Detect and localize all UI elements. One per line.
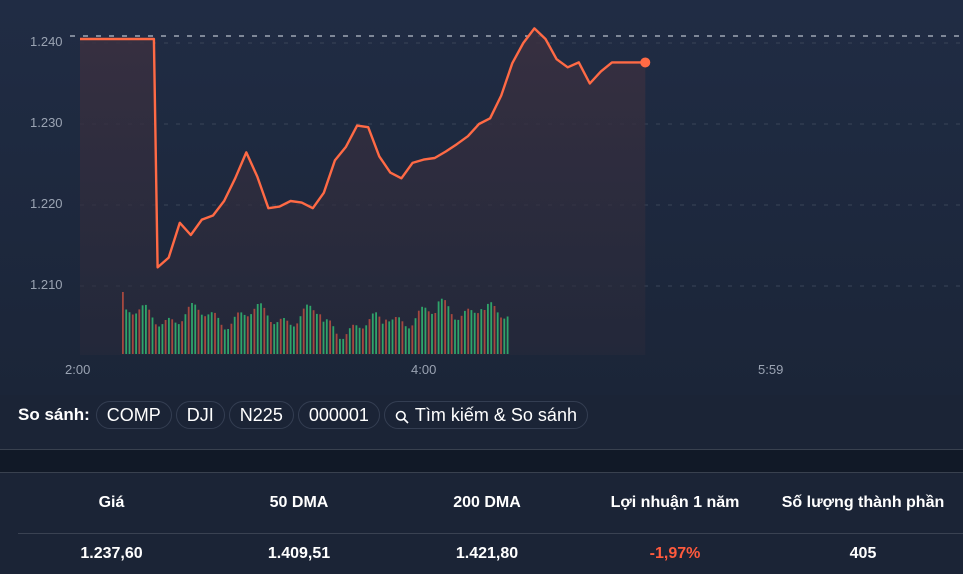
- y-tick-1240: 1.240: [30, 34, 63, 49]
- header-price: Giá: [98, 493, 125, 511]
- compare-label: So sánh:: [18, 405, 90, 424]
- header-1y-return: Lợi nhuận 1 năm: [610, 493, 740, 511]
- header-50dma: 50 DMA: [269, 493, 329, 511]
- x-tick-end: 5:59: [758, 362, 784, 377]
- compare-chip-000001[interactable]: 000001: [297, 401, 380, 429]
- stats-value-row: 1.237,60 1.409,51 1.421,80 -1,97% 405: [18, 534, 963, 574]
- stats-header-row: Giá 50 DMA 200 DMA Lợi nhuận 1 năm Số lư…: [18, 472, 963, 534]
- compare-chip-comp[interactable]: COMP: [95, 401, 172, 429]
- search-compare-label: Tìm kiếm & So sánh: [414, 404, 577, 425]
- search-icon: [395, 408, 409, 424]
- value-price: 1.237,60: [80, 545, 143, 562]
- x-tick-mid: 4:00: [411, 362, 437, 377]
- chart-canvas[interactable]: [0, 0, 963, 395]
- value-1y-return: -1,97%: [649, 545, 701, 562]
- value-50dma: 1.409,51: [267, 545, 331, 562]
- compare-row: So sánh: COMP DJI N225 000001 Tìm kiếm &…: [18, 400, 588, 430]
- y-tick-1230: 1.230: [30, 115, 63, 130]
- price-chart[interactable]: 1.240 1.230 1.220 1.210 2:00 4:00 5:59: [0, 0, 963, 395]
- search-compare-button[interactable]: Tìm kiếm & So sánh: [383, 401, 588, 429]
- section-divider: [0, 449, 963, 473]
- value-200dma: 1.421,80: [455, 545, 519, 562]
- price-line: [80, 27, 646, 269]
- price-area: [80, 28, 646, 356]
- compare-chip-dji[interactable]: DJI: [175, 401, 225, 429]
- y-tick-1210: 1.210: [30, 277, 63, 292]
- header-200dma: 200 DMA: [453, 493, 521, 511]
- header-constituents: Số lượng thành phần: [781, 493, 945, 511]
- last-price-marker: [640, 57, 651, 68]
- stats-table: Giá 50 DMA 200 DMA Lợi nhuận 1 năm Số lư…: [18, 472, 963, 574]
- compare-chip-n225[interactable]: N225: [228, 401, 294, 429]
- y-tick-1220: 1.220: [30, 196, 63, 211]
- x-tick-start: 2:00: [65, 362, 91, 377]
- value-constituents: 405: [849, 545, 877, 562]
